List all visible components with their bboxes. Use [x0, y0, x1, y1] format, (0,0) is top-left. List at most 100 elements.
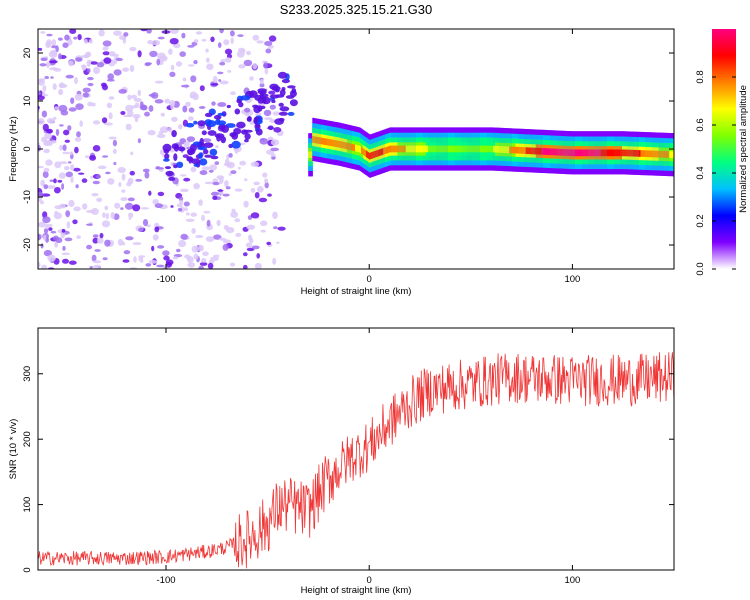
- heatmap-cell: [408, 145, 411, 153]
- heatmap-cell: [69, 29, 77, 34]
- heatmap-cell: [362, 147, 364, 155]
- heatmap-cell: [38, 90, 41, 97]
- heatmap-cell: [138, 227, 144, 232]
- y-tick-label: -10: [22, 190, 33, 204]
- heatmap-cell: [78, 172, 85, 175]
- heatmap-cell: [459, 145, 462, 153]
- heatmap-cell: [212, 195, 218, 200]
- heatmap-cell: [198, 106, 206, 109]
- heatmap-cell: [95, 174, 101, 179]
- heatmap-cell: [38, 191, 44, 197]
- heatmap-cell: [549, 148, 551, 156]
- heatmap-cell: [164, 98, 170, 104]
- heatmap-cell: [545, 148, 547, 155]
- heatmap-cell: [552, 148, 554, 156]
- heatmap-cell: [193, 39, 199, 43]
- heatmap-cell: [355, 144, 357, 152]
- heatmap-cell: [73, 36, 78, 40]
- colorbar-tick-label: 0.4: [695, 166, 706, 179]
- heatmap-cell: [61, 228, 66, 233]
- heatmap-cell: [90, 61, 98, 65]
- heatmap-cell: [600, 149, 603, 157]
- heatmap-cell: [44, 132, 53, 139]
- heatmap-cell: [605, 149, 608, 157]
- heatmap-cell: [129, 46, 137, 52]
- heatmap-cell: [269, 94, 280, 99]
- heatmap-cell: [108, 96, 115, 100]
- heatmap-cell: [107, 73, 114, 81]
- heatmap-cell: [129, 64, 135, 73]
- heatmap-cell: [132, 204, 141, 212]
- heatmap-cell: [151, 245, 155, 252]
- heatmap-cell: [137, 89, 142, 96]
- heatmap-cell: [133, 97, 142, 102]
- heatmap-cell: [212, 75, 218, 84]
- heatmap-cell: [438, 145, 440, 153]
- heatmap-cell: [572, 149, 574, 157]
- heatmap-cell: [58, 89, 64, 96]
- heatmap-cell: [255, 123, 260, 129]
- heatmap-cell: [423, 145, 425, 153]
- heatmap-cell: [46, 39, 52, 47]
- heatmap-cell: [43, 148, 50, 154]
- heatmap-cell: [81, 178, 88, 183]
- heatmap-cell: [268, 90, 276, 95]
- heatmap-cell: [82, 87, 91, 93]
- heatmap-cell: [89, 266, 93, 269]
- heatmap-cell: [207, 130, 217, 136]
- heatmap-cell: [219, 29, 224, 34]
- heatmap-cell: [193, 60, 198, 65]
- heatmap-cell: [268, 45, 274, 49]
- heatmap-cell: [187, 150, 194, 156]
- heatmap-cell: [446, 145, 448, 153]
- heatmap-cell: [553, 148, 555, 156]
- heatmap-cell: [202, 251, 209, 256]
- heatmap-cell: [279, 89, 286, 96]
- heatmap-cell: [130, 94, 138, 99]
- heatmap-cell: [409, 145, 412, 153]
- heatmap-cell: [456, 145, 459, 153]
- heatmap-cell: [377, 150, 379, 157]
- heatmap-cell: [243, 200, 249, 208]
- heatmap-cell: [390, 145, 393, 153]
- heatmap-cell: [68, 260, 77, 265]
- heatmap-cell: [127, 94, 132, 101]
- heatmap-cell: [41, 264, 48, 269]
- heatmap-cell: [550, 148, 552, 156]
- heatmap-cell: [217, 189, 224, 192]
- heatmap-cell: [117, 238, 124, 246]
- heatmap-cell: [215, 118, 221, 126]
- heatmap-cell: [330, 139, 333, 147]
- heatmap-cell: [637, 150, 639, 157]
- heatmap-cell: [160, 126, 169, 133]
- heatmap-cell: [270, 147, 280, 152]
- heatmap-cell: [64, 139, 71, 143]
- heatmap-cell: [321, 137, 324, 145]
- heatmap-cell: [400, 145, 403, 153]
- heatmap-cell: [528, 147, 531, 155]
- heatmap-cell: [433, 145, 435, 153]
- heatmap-cell: [123, 250, 131, 255]
- heatmap-cell: [589, 149, 592, 157]
- heatmap-cell: [385, 147, 388, 154]
- heatmap-cell: [177, 207, 183, 212]
- heatmap-cell: [311, 151, 313, 159]
- heatmap-cell: [125, 236, 134, 241]
- heatmap-cell: [642, 150, 645, 157]
- heatmap-cell: [632, 149, 634, 157]
- heatmap-cell: [163, 158, 170, 162]
- heatmap-cell: [368, 152, 370, 159]
- heatmap-cell: [202, 138, 212, 143]
- heatmap-cell: [109, 51, 116, 57]
- heatmap-cell: [273, 226, 278, 230]
- heatmap-cell: [638, 150, 640, 157]
- heatmap-cell: [541, 148, 544, 155]
- heatmap-cell: [113, 161, 117, 166]
- heatmap-cell: [199, 158, 208, 166]
- heatmap-cell: [339, 141, 342, 148]
- y-tick-label: 20: [22, 48, 33, 59]
- heatmap-cell: [631, 149, 633, 157]
- heatmap-cell: [86, 244, 93, 250]
- heatmap-cell: [333, 139, 336, 147]
